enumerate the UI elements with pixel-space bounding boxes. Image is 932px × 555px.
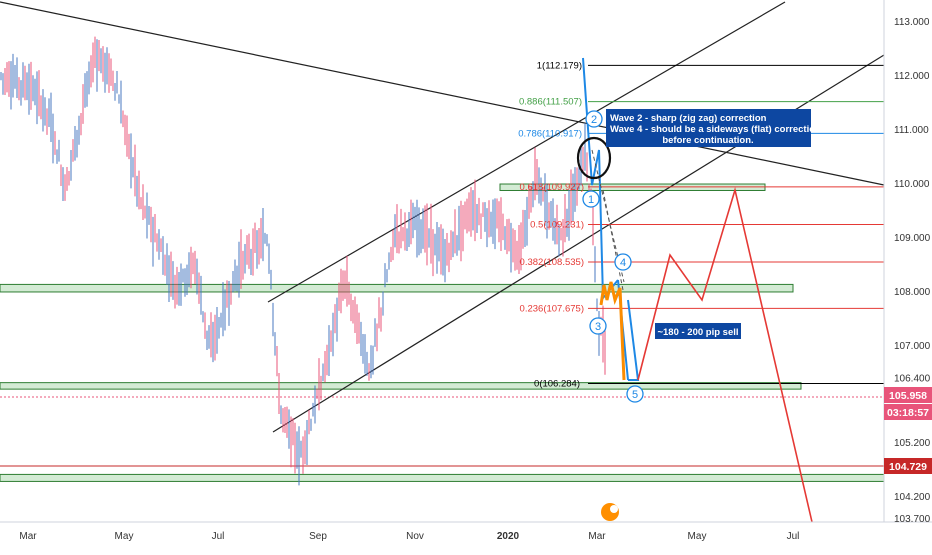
waves-layer: 1 2 3 4 5 bbox=[582, 57, 644, 403]
annotations-layer: Wave 2 - sharp (zig zag) correctionWave … bbox=[576, 109, 821, 523]
price-tick-label: 113.000 bbox=[894, 17, 930, 28]
wave-annotation-line: Wave 4 - should be a sideways (flat) cor… bbox=[610, 124, 821, 135]
support-zone bbox=[0, 473, 885, 482]
price-badge-text: 105.958 bbox=[889, 390, 927, 402]
wave-label-text: 1 bbox=[588, 194, 594, 206]
price-tick-label: 103.700 bbox=[894, 514, 931, 525]
wave-annotation-box bbox=[606, 109, 811, 147]
support-zone bbox=[0, 283, 794, 293]
price-tick-label: 105.200 bbox=[894, 438, 931, 449]
price-tick-label: 104.200 bbox=[894, 492, 931, 503]
time-tick-label: Nov bbox=[406, 531, 424, 542]
price-badge-text: 104.729 bbox=[889, 461, 927, 473]
wave-label-circle bbox=[585, 110, 603, 128]
time-tick-label: Mar bbox=[588, 531, 606, 542]
time-tick-label: 2020 bbox=[497, 531, 520, 542]
highlight-ellipse bbox=[576, 136, 612, 180]
price-tick-label: 111.000 bbox=[894, 125, 929, 136]
time-tick-label: Sep bbox=[309, 531, 327, 542]
channel-upper-line bbox=[267, 1, 786, 303]
pip-target-label: ~180 - 200 pip sell bbox=[657, 327, 738, 338]
fib-level-label: 0.5(109.231) bbox=[530, 219, 584, 230]
price-tick-label: 110.000 bbox=[894, 179, 930, 190]
fib-level-label: 0.618(109.927) bbox=[520, 182, 584, 193]
time-tick-label: Mar bbox=[19, 531, 37, 542]
fib-level-label: 0.786(110.917) bbox=[518, 128, 582, 139]
fib-level-label: 0.382(108.535) bbox=[520, 257, 584, 268]
pip-target-box bbox=[655, 323, 741, 339]
time-tick-label: May bbox=[115, 531, 134, 542]
wave-label-text: 3 bbox=[595, 321, 601, 333]
price-badge bbox=[884, 458, 932, 474]
fib-level-label: 0.236(107.675) bbox=[520, 303, 584, 314]
wave-annotation-line: before continuation. bbox=[662, 135, 753, 146]
wave-dashed-guide bbox=[602, 189, 624, 291]
wave-label-circle bbox=[582, 190, 600, 208]
wave5-path bbox=[627, 299, 640, 381]
wave-label-circle bbox=[626, 385, 644, 403]
time-tick-label: May bbox=[688, 531, 707, 542]
time-tick-label: Jul bbox=[787, 531, 800, 542]
price-tick-label: 108.000 bbox=[894, 287, 931, 298]
axis-layer: 113.000 112.000 111.000 110.000 109.000 108.0… bbox=[0, 0, 932, 542]
support-zone bbox=[0, 382, 802, 390]
price-badge-text: 03:18:57 bbox=[887, 407, 929, 419]
trendlines-layer bbox=[0, 1, 885, 467]
candles-layer bbox=[0, 36, 606, 486]
wave-label-text: 5 bbox=[632, 389, 638, 401]
price-badge bbox=[884, 387, 932, 403]
time-tick-label: Jul bbox=[212, 531, 225, 542]
descending-trendline bbox=[0, 1, 885, 186]
price-tick-label: 112.000 bbox=[894, 71, 930, 82]
wave-label-text: 2 bbox=[591, 114, 597, 126]
price-tick-label: 109.000 bbox=[894, 233, 931, 244]
wave-label-text: 4 bbox=[620, 257, 626, 269]
wave-annotation-line: Wave 2 - sharp (zig zag) correction bbox=[610, 113, 767, 124]
price-badge bbox=[884, 404, 932, 420]
logo-mark-inner bbox=[610, 505, 618, 513]
wave-label-circle bbox=[589, 317, 607, 335]
price-tick-label: 107.000 bbox=[894, 341, 931, 352]
wave-label-circle bbox=[614, 253, 632, 271]
fib-layer: 1(112.179) 0.886(111.507) 0.786(110.917) 0.… bbox=[518, 60, 884, 390]
zones-layer bbox=[0, 183, 885, 482]
projection-path bbox=[637, 186, 813, 523]
fib-level-label: 1(112.179) bbox=[537, 60, 582, 71]
price-tick-label: 106.400 bbox=[894, 373, 931, 384]
fib-level-label: 0(106.284) bbox=[534, 379, 580, 390]
wave4-orange-path bbox=[599, 281, 626, 381]
fib-level-label: 0.886(111.507) bbox=[519, 97, 582, 108]
